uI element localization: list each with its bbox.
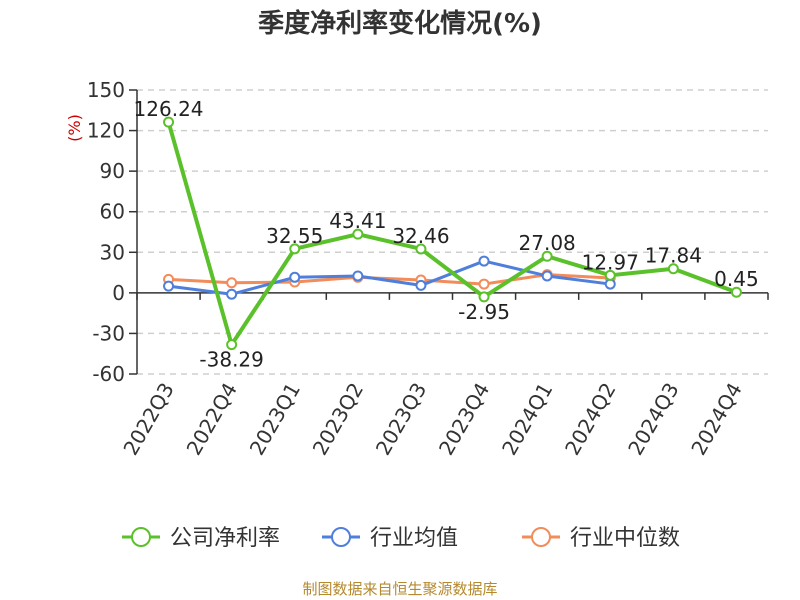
x-tick-label: 2022Q4 <box>182 379 242 460</box>
legend-marker <box>131 527 151 547</box>
legend-marker <box>531 527 551 547</box>
data-label: 27.08 <box>519 231 576 255</box>
data-point <box>163 280 175 292</box>
y-tick-label: 120 <box>87 119 125 143</box>
legend-label: 公司净利率 <box>170 526 280 551</box>
y-tick-label: 60 <box>100 200 125 224</box>
y-tick-label: -60 <box>92 362 125 386</box>
legend-label: 行业中位数 <box>570 526 680 551</box>
series-lines <box>163 116 742 351</box>
series-line <box>166 121 738 347</box>
series-line <box>168 259 611 296</box>
data-point <box>289 243 301 255</box>
y-tick-label: 0 <box>112 281 125 305</box>
legend-item[interactable]: 公司净利率 <box>122 526 280 551</box>
legend[interactable]: 公司净利率 行业均值 行业中位数 <box>122 526 680 551</box>
y-axis-unit-label: (%) <box>65 114 84 142</box>
x-tick-label: 2022Q3 <box>118 379 178 460</box>
data-label: -38.29 <box>199 348 263 372</box>
data-label: 32.55 <box>266 224 323 248</box>
data-point <box>163 116 175 128</box>
data-point <box>730 286 742 298</box>
x-tick-label: 2024Q1 <box>497 379 557 460</box>
y-tick-label: 90 <box>100 159 125 183</box>
data-point <box>541 250 553 262</box>
x-tick-label: 2024Q2 <box>560 379 620 460</box>
y-tick-label: -30 <box>92 321 125 345</box>
x-tick-label: 2023Q2 <box>308 379 368 460</box>
data-label: 0.45 <box>714 267 759 291</box>
data-point <box>226 339 238 351</box>
data-point <box>289 271 301 283</box>
data-point <box>541 270 553 282</box>
data-label: 32.46 <box>392 224 449 248</box>
x-tick-label: 2023Q1 <box>245 379 305 460</box>
data-point <box>352 228 364 240</box>
data-label: 12.97 <box>582 250 639 274</box>
data-label: 126.24 <box>134 97 204 121</box>
data-point <box>478 291 490 303</box>
series-line <box>168 273 611 286</box>
x-tick-label: 2024Q4 <box>686 379 746 460</box>
y-tick-label: 150 <box>87 78 125 102</box>
data-point <box>667 263 679 275</box>
data-point <box>226 277 238 289</box>
y-tick-label: 30 <box>100 240 125 264</box>
x-tick-label: 2023Q3 <box>371 379 431 460</box>
x-tick-label: 2023Q4 <box>434 379 494 460</box>
source-note: 制图数据来自恒生聚源数据库 <box>302 580 497 598</box>
data-point <box>415 279 427 291</box>
grid-lines <box>137 89 768 375</box>
data-point <box>604 269 616 281</box>
data-point <box>415 243 427 255</box>
data-point <box>478 278 490 290</box>
legend-item[interactable]: 行业中位数 <box>522 526 680 551</box>
data-point <box>604 278 616 290</box>
data-point <box>226 288 238 300</box>
data-point <box>352 270 364 282</box>
data-label: 17.84 <box>645 244 702 268</box>
data-label: 43.41 <box>329 209 386 233</box>
x-tick-label: 2024Q3 <box>623 379 683 460</box>
legend-marker <box>331 527 351 547</box>
legend-item[interactable]: 行业均值 <box>322 526 458 551</box>
data-point <box>478 255 490 267</box>
chart-title: 季度净利率变化情况(%) <box>258 8 542 39</box>
data-label: -2.95 <box>458 300 510 324</box>
legend-label: 行业均值 <box>370 526 458 551</box>
